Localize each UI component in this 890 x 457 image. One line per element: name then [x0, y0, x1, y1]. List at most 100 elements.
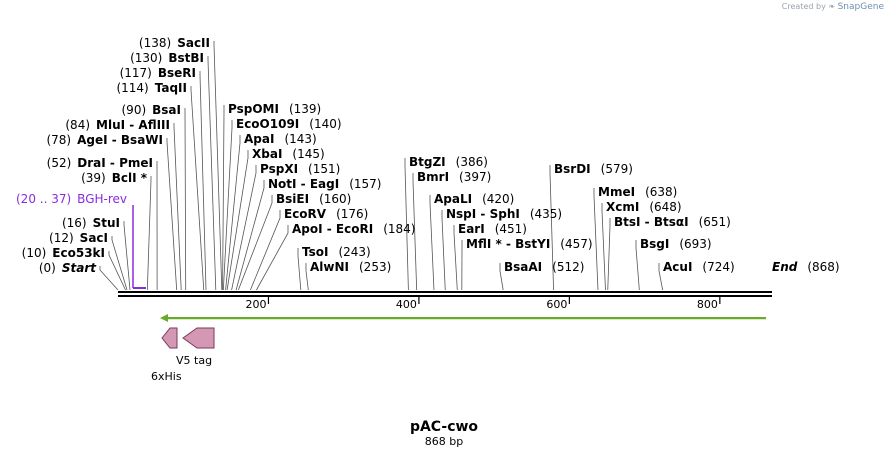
site-position: (52) — [47, 156, 72, 170]
site-label-apali[interactable]: ApaLI (420) — [434, 192, 514, 206]
site-label-acui[interactable]: AcuI (724) — [663, 260, 735, 274]
site-label-btsi[interactable]: BtsI - BtsαI (651) — [614, 215, 731, 229]
site-enzyme: BsgI — [640, 237, 669, 251]
site-enzyme: SacI — [80, 231, 108, 245]
site-label-bmri[interactable]: BmrI (397) — [417, 170, 491, 184]
site-label-eari[interactable]: EarI (451) — [458, 222, 527, 236]
site-enzyme: BtsI — [614, 215, 641, 229]
site-label-mmei[interactable]: MmeI (638) — [598, 185, 677, 199]
site-label-bsai[interactable]: (90) BsaI — [122, 103, 182, 117]
site-label-sacii[interactable]: (138) SacII — [139, 36, 210, 50]
site-label-saci[interactable]: (12) SacI — [49, 231, 108, 245]
primer-bgh-rev[interactable] — [132, 205, 146, 289]
orf-arrow[interactable] — [160, 314, 766, 322]
site-leader — [429, 195, 435, 291]
site-enzyme: AlwNI — [310, 260, 349, 274]
site-position: (638) — [645, 185, 677, 199]
site-label-bstbi[interactable]: (130) BstBI — [130, 51, 204, 65]
site-label-nspi[interactable]: NspI - SphI (435) — [446, 207, 562, 221]
site-position: (16) — [62, 216, 87, 230]
site-label-ecorv[interactable]: EcoRV (176) — [284, 207, 368, 221]
site-leader-lines — [99, 41, 664, 291]
ruler-tick-label: 800 — [697, 298, 718, 311]
site-leader — [607, 218, 611, 291]
site-label-bsgi[interactable]: BsgI (693) — [640, 237, 712, 251]
site-label-end[interactable]: End (868) — [772, 260, 840, 274]
site-enzyme: Start — [62, 261, 97, 275]
site-enzyme: BsrDI — [554, 162, 591, 176]
site-label-apai[interactable]: ApaI (143) — [244, 132, 317, 146]
site-position: (139) — [289, 102, 321, 116]
site-label-noti[interactable]: NotI - EagI (157) — [268, 177, 381, 191]
site-leader — [635, 240, 640, 291]
site-enzyme: EcoO109I — [236, 117, 299, 131]
site-position: (512) — [552, 260, 584, 274]
site-position: (143) — [284, 132, 316, 146]
site-label-tsoi[interactable]: TsoI (243) — [302, 245, 371, 259]
site-label-bsrdi[interactable]: BsrDI (579) — [554, 162, 633, 176]
site-enzyme: BsaAI — [504, 260, 542, 274]
site-label-drai[interactable]: (52) DraI - PmeI — [47, 156, 153, 170]
site-label-bsaai[interactable]: BsaAI (512) — [504, 260, 584, 274]
site-leader — [166, 138, 178, 291]
site-enzyme: MflI — [466, 237, 491, 251]
site-label-mlui[interactable]: (84) MluI - AflIII — [65, 118, 170, 132]
site-label-ecoo109i[interactable]: EcoO109I (140) — [236, 117, 342, 131]
site-label-bseri[interactable]: (117) BseRI — [120, 66, 196, 80]
site-label-mfli[interactable]: MflI * - BstYI (457) — [466, 237, 593, 251]
ruler-tick-label: 600 — [546, 298, 567, 311]
feature-6xhis[interactable] — [161, 327, 178, 349]
site-label-xcmi[interactable]: XcmI (648) — [606, 200, 682, 214]
site-enzyme: PspXI — [260, 162, 298, 176]
site-label-eco53ki[interactable]: (10) Eco53kI — [22, 246, 105, 260]
credit-prefix: Created by — [781, 2, 826, 11]
site-leader — [222, 120, 233, 291]
site-position: (151) — [308, 162, 340, 176]
site-label-start[interactable]: (0) Start — [39, 261, 97, 275]
site-enzyme-extra: - SphI — [476, 207, 520, 221]
site-enzyme: BclI — [112, 171, 137, 185]
site-leader — [190, 86, 205, 291]
ruler-tick-label: 400 — [396, 298, 417, 311]
site-label-taqii[interactable]: (114) TaqII — [116, 81, 187, 95]
site-enzyme: BsaI — [152, 103, 181, 117]
site-label-agei[interactable]: (78) AgeI - BsaWI — [46, 133, 163, 147]
site-leader — [305, 263, 309, 291]
site-position: (397) — [459, 170, 491, 184]
site-leader — [226, 150, 249, 291]
site-enzyme: ApaLI — [434, 192, 472, 206]
site-enzyme: AgeI — [77, 133, 107, 147]
site-label-alwni[interactable]: AlwNI (253) — [310, 260, 391, 274]
site-leader — [235, 180, 265, 291]
site-leader — [207, 56, 217, 291]
feature-label-v5-tag: V5 tag — [176, 354, 212, 367]
site-leader — [549, 165, 554, 291]
site-leader — [108, 251, 126, 291]
feature-v5-tag[interactable] — [182, 327, 215, 349]
site-label-xbai[interactable]: XbaI (145) — [252, 147, 325, 161]
site-position: (84) — [65, 118, 90, 132]
site-label-apoi[interactable]: ApoI - EcoRI (184) — [292, 222, 415, 236]
site-enzyme: NspI — [446, 207, 476, 221]
site-enzyme: NotI — [268, 177, 297, 191]
site-label-stui[interactable]: (16) StuI — [62, 216, 120, 230]
site-label-pspxi[interactable]: PspXI (151) — [260, 162, 340, 176]
site-position: (253) — [359, 260, 391, 274]
site-enzyme-extra: - EagI — [297, 177, 340, 191]
site-label-bsiei[interactable]: BsiEI (160) — [276, 192, 351, 206]
site-label-bcli[interactable]: (39) BclI * — [81, 171, 148, 185]
site-enzyme: BsiEI — [276, 192, 309, 206]
site-labels-right: PspOMI (139)EcoO109I (140) ApaI (143)XbaI (14… — [228, 102, 840, 274]
site-enzyme-extra: * - BstYI — [491, 237, 550, 251]
site-leader — [412, 173, 418, 291]
site-position: (10) — [22, 246, 47, 260]
site-position: (184) — [383, 222, 415, 236]
site-label-pspomi[interactable]: PspOMI (139) — [228, 102, 321, 116]
site-position: (157) — [349, 177, 381, 191]
site-enzyme: BtgZI — [409, 155, 446, 169]
site-position: (420) — [482, 192, 514, 206]
ruler-tick-label: 200 — [245, 298, 266, 311]
primer-name: BGH-rev — [77, 192, 127, 206]
site-label-btgzi[interactable]: BtgZI (386) — [409, 155, 488, 169]
